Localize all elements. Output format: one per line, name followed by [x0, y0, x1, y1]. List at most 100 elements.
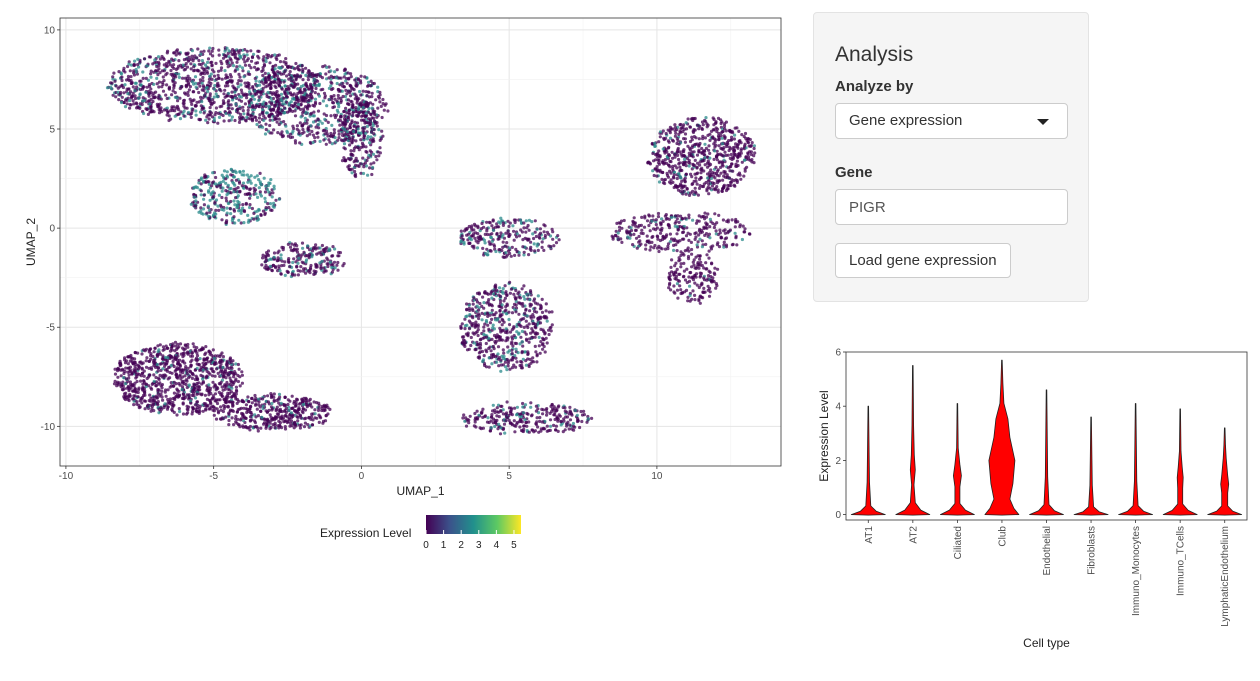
umap-point	[206, 66, 210, 70]
umap-point	[112, 382, 117, 386]
umap-point	[465, 308, 469, 312]
umap-point	[501, 408, 505, 412]
umap-point	[313, 91, 317, 95]
umap-point	[545, 413, 549, 417]
umap-point	[501, 221, 505, 225]
umap-point	[293, 404, 297, 408]
umap-point	[209, 72, 213, 76]
umap-point	[136, 395, 140, 399]
umap-point	[198, 78, 202, 82]
umap-point	[222, 205, 226, 210]
umap-point	[201, 79, 205, 83]
umap-point	[148, 373, 152, 377]
umap-point	[517, 301, 521, 305]
umap-point	[376, 85, 380, 89]
umap-point	[158, 373, 162, 377]
umap-point	[190, 351, 194, 355]
umap-point	[551, 230, 555, 234]
umap-point	[248, 90, 252, 94]
umap-point	[286, 258, 290, 262]
umap-point	[361, 171, 366, 176]
umap-point	[520, 340, 524, 344]
umap-point	[234, 362, 238, 366]
umap-point	[326, 120, 330, 124]
umap-point	[258, 83, 262, 87]
umap-point	[144, 365, 149, 369]
umap-point	[271, 191, 275, 195]
umap-point	[522, 325, 526, 329]
umap-point	[507, 234, 511, 238]
umap-point	[153, 358, 157, 362]
umap-point	[221, 179, 225, 183]
umap-point	[241, 105, 245, 109]
umap-point	[181, 351, 185, 356]
umap-point	[239, 95, 244, 99]
umap-point	[228, 187, 232, 191]
umap-point	[304, 73, 308, 77]
umap-point	[248, 205, 252, 210]
umap-point	[246, 113, 250, 117]
umap-point	[490, 308, 494, 312]
umap-point	[235, 389, 239, 393]
umap-point	[275, 74, 279, 78]
umap-point	[482, 332, 486, 336]
umap-point	[517, 322, 521, 326]
umap-point	[336, 260, 340, 265]
umap-point	[214, 208, 218, 212]
umap-point	[476, 328, 480, 332]
umap-point	[149, 396, 153, 400]
umap-point	[175, 392, 179, 396]
umap-point	[280, 130, 284, 134]
umap-point	[292, 80, 296, 84]
umap-point	[372, 128, 376, 132]
umap-point	[172, 384, 176, 388]
umap-point	[215, 401, 220, 406]
umap-point	[257, 178, 261, 182]
umap-point	[128, 106, 132, 110]
umap-point	[258, 192, 262, 196]
umap-point	[183, 374, 187, 378]
umap-point	[344, 79, 348, 83]
umap-point	[316, 135, 320, 139]
umap-point	[244, 185, 248, 189]
umap-point	[527, 322, 531, 326]
umap-point	[275, 54, 279, 58]
umap-point	[300, 241, 305, 245]
umap-point	[256, 49, 260, 53]
umap-point	[504, 365, 508, 369]
umap-point	[534, 301, 538, 305]
umap-point	[155, 352, 160, 357]
umap-point	[474, 224, 478, 228]
umap-point	[310, 249, 315, 253]
umap-point	[209, 103, 213, 107]
umap-point	[310, 423, 314, 427]
umap-point	[130, 370, 134, 375]
umap-point	[268, 202, 273, 206]
umap-point	[524, 308, 528, 312]
umap-point	[186, 74, 190, 78]
umap-point	[192, 192, 196, 197]
umap-point	[300, 124, 304, 128]
umap-point	[342, 146, 346, 150]
umap-point	[292, 399, 296, 404]
umap-point	[224, 73, 228, 77]
umap-point	[205, 86, 209, 90]
umap-point	[544, 309, 548, 313]
umap-point	[565, 424, 569, 428]
umap-point	[459, 326, 463, 330]
umap-point	[277, 197, 281, 201]
umap-point	[514, 310, 518, 314]
umap-point	[565, 410, 569, 414]
umap-point	[507, 224, 511, 228]
umap-point	[182, 379, 186, 383]
umap-point	[522, 250, 526, 254]
umap-point	[155, 402, 159, 406]
umap-point	[279, 92, 284, 96]
umap-point	[524, 332, 528, 336]
umap-point	[165, 346, 169, 350]
umap-point	[208, 74, 212, 78]
umap-point	[296, 409, 300, 413]
umap-point	[318, 101, 322, 106]
umap-point	[273, 79, 277, 84]
umap-point	[252, 52, 256, 57]
